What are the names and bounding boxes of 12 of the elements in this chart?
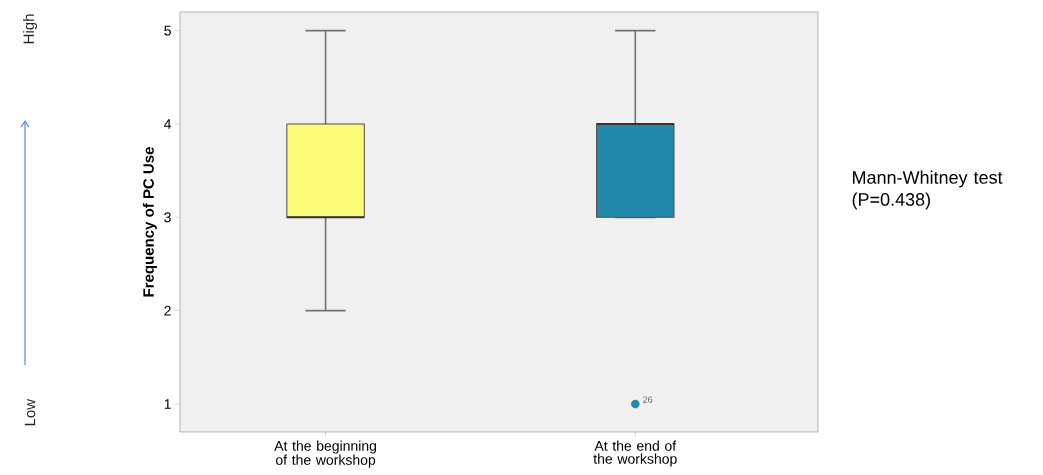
text: Mann-Whitney test (P=0.438) bbox=[852, 170, 1003, 210]
y-axis-title: Frequency of PC Use bbox=[142, 147, 157, 297]
text: High bbox=[23, 14, 37, 44]
y-tick-label: 5 bbox=[164, 25, 171, 36]
x-tick-label: At the beginning of the workshop bbox=[274, 440, 377, 468]
y-tick-label: 1 bbox=[164, 399, 171, 409]
y-tick-label: 3 bbox=[164, 212, 171, 223]
x-tick-label: At the end of the workshop bbox=[593, 440, 677, 467]
y-tick-label: 4 bbox=[164, 119, 172, 129]
text: Low bbox=[24, 398, 36, 426]
y-tick-label: 2 bbox=[164, 305, 171, 316]
annotation: 26 bbox=[643, 396, 653, 403]
